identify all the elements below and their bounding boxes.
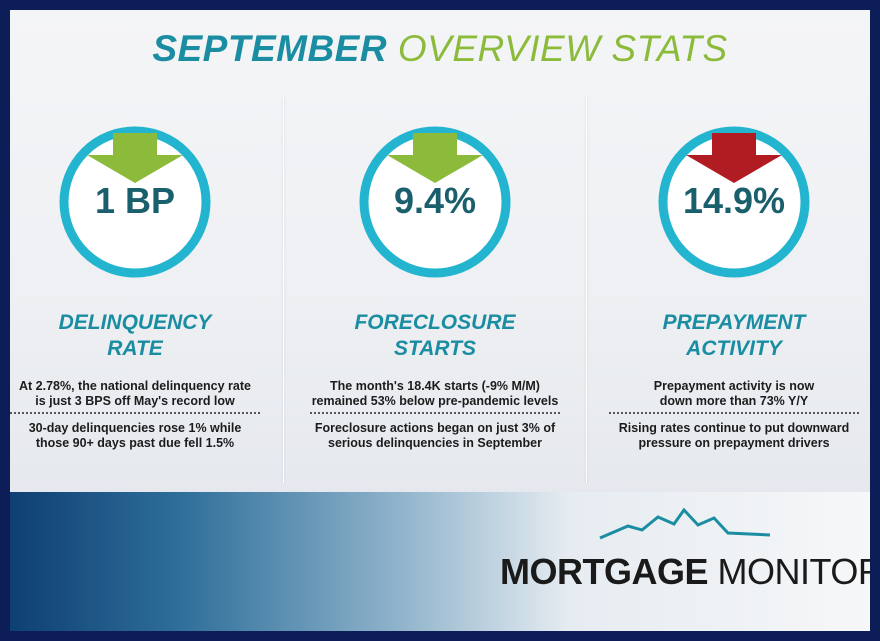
down-arrow — [87, 133, 183, 183]
note-line: remained 53% below pre-pandemic levels — [311, 394, 559, 408]
footer-band — [10, 492, 870, 631]
circle — [658, 126, 810, 278]
value: 14.9% — [682, 180, 786, 221]
value: 9.4% — [393, 180, 477, 221]
note-line: Prepayment activity is now — [653, 379, 815, 393]
column-separator — [586, 98, 587, 483]
note-line: down more than 73% Y/Y — [659, 394, 809, 408]
separator — [609, 412, 859, 414]
logo-part: MONITOR — [717, 551, 870, 592]
label-line: ACTIVITY — [686, 337, 782, 360]
note-line: serious delinquencies in September — [328, 436, 542, 450]
card-icon — [658, 126, 810, 278]
note-line: is just 3 BPS off May's record low — [35, 394, 235, 408]
separator — [10, 412, 260, 414]
title-part: SEPTEMBER — [152, 28, 388, 69]
down-arrow — [686, 133, 782, 183]
circle — [59, 126, 211, 278]
panel: SEPTEMBER OVERVIEW STATS 1 BP DELINQUENCY… — [10, 10, 870, 631]
separator — [310, 412, 560, 414]
label-line: RATE — [107, 337, 163, 360]
label-line: DELINQUENCY — [58, 311, 212, 334]
circle — [359, 126, 511, 278]
column-separator — [283, 98, 284, 483]
down-arrow — [387, 133, 483, 183]
note-line: Rising rates continue to put downward — [618, 421, 850, 435]
title-part: OVERVIEW STATS — [397, 28, 728, 69]
note-line: The month's 18.4K starts (-9% M/M) — [330, 379, 540, 393]
note-line: 30-day delinquencies rose 1% while — [28, 421, 242, 435]
value: 1 BP — [94, 180, 176, 221]
icons — [59, 126, 810, 540]
logo-part: MORTGAGE — [500, 551, 709, 592]
note-line: At 2.78%, the national delinquency rate — [18, 379, 251, 393]
title: SEPTEMBER OVERVIEW STATS — [10, 28, 870, 70]
logo-mountain — [599, 507, 771, 540]
card-icon — [359, 126, 511, 278]
label-line: STARTS — [393, 337, 477, 360]
label-line: PREPAYMENT — [662, 311, 806, 334]
note-line: pressure on prepayment drivers — [638, 436, 830, 450]
card-icon — [59, 126, 211, 278]
logo: MORTGAGE MONITOR — [500, 551, 870, 593]
label-line: FORECLOSURE — [354, 311, 516, 334]
note-line: Foreclosure actions began on just 3% of — [314, 421, 556, 435]
note-line: those 90+ days past due fell 1.5% — [35, 436, 235, 450]
